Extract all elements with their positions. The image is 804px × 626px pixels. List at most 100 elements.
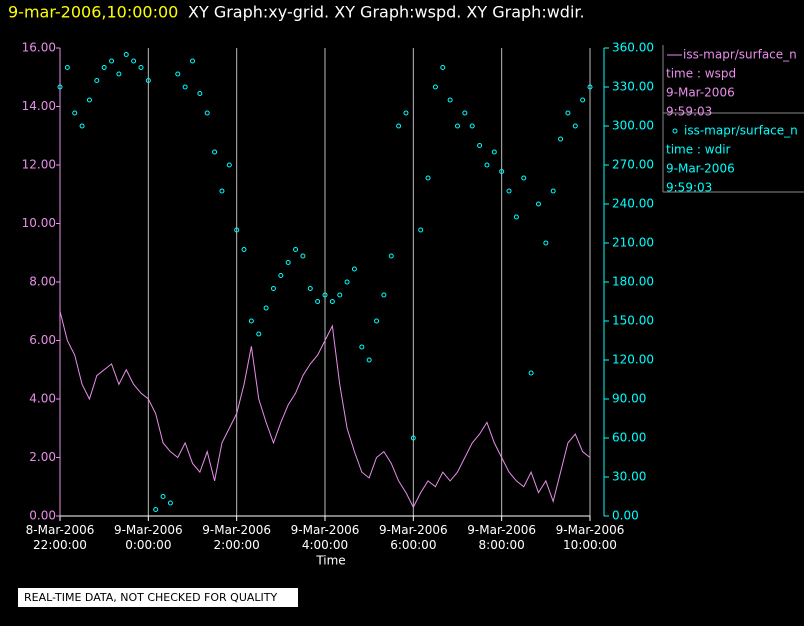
data-point: [248, 318, 254, 324]
data-point: [263, 305, 269, 311]
data-point: [72, 110, 78, 116]
data-point: [521, 175, 527, 181]
data-point: [256, 331, 262, 337]
y2-tick-label: 90.00: [612, 392, 646, 406]
data-point: [293, 247, 299, 252]
data-point: [359, 344, 365, 350]
y2-tick-label: 60.00: [612, 431, 646, 445]
data-point: [300, 253, 306, 259]
data-point: [506, 188, 512, 194]
data-point: [212, 149, 218, 155]
header-time: 9-mar-2006,10:00:00: [8, 3, 178, 22]
data-point: [381, 292, 387, 298]
x-tick-label: 9-Mar-2006 2:00:00: [202, 523, 272, 552]
y2-tick-label: 0.00: [612, 509, 639, 523]
data-point: [190, 58, 195, 64]
x-tick-label: 9-Mar-2006 6:00:00: [378, 523, 448, 552]
y2-tick-label: 360.00: [612, 41, 654, 55]
data-point: [123, 52, 129, 57]
data-point: [565, 110, 571, 116]
data-point: [558, 136, 564, 142]
data-point: [116, 71, 122, 77]
data-point: [440, 65, 446, 70]
y2-tick-label: 150.00: [612, 314, 654, 328]
data-point: [167, 500, 173, 506]
data-point: [226, 162, 232, 168]
data-line: [59, 311, 591, 509]
y-tick-label: 12.00: [22, 158, 56, 172]
data-point: [109, 58, 115, 64]
data-point: [57, 84, 63, 90]
data-point: [322, 292, 328, 298]
data-point: [138, 65, 144, 70]
legend-label: iss-mapr/surface_n: [683, 48, 797, 62]
x-tick-label: 9-Mar-2006 4:00:00: [290, 523, 360, 552]
data-point: [204, 110, 210, 116]
data-point: [528, 370, 534, 376]
legend-detail: 9:59:03: [666, 181, 712, 195]
data-point: [477, 143, 483, 148]
y2-tick-label: 180.00: [612, 275, 654, 289]
data-point: [337, 292, 343, 298]
data-point: [418, 227, 424, 233]
data-point: [455, 123, 460, 129]
y2-tick-label: 240.00: [612, 197, 654, 211]
data-point: [86, 97, 92, 103]
data-point: [587, 84, 593, 90]
y2-tick-label: 30.00: [612, 470, 646, 484]
y2-tick-label: 300.00: [612, 119, 654, 133]
x-tick-label: 8-Mar-2006 22:00:00: [25, 523, 95, 552]
legend-symbol: [672, 128, 678, 134]
y2-tick-label: 270.00: [612, 158, 654, 172]
y2-tick-label: 330.00: [612, 80, 654, 94]
data-point: [491, 149, 497, 155]
data-point: [447, 97, 453, 103]
data-point: [219, 188, 225, 194]
legend-label: iss-mapr/surface_n: [684, 124, 798, 138]
data-point: [580, 97, 586, 103]
y-tick-label: 8.00: [29, 275, 56, 289]
data-point: [374, 318, 380, 324]
data-point: [285, 260, 291, 265]
data-point: [351, 266, 357, 272]
data-point: [425, 175, 431, 181]
y2-tick-label: 120.00: [612, 353, 654, 367]
y-tick-label: 4.00: [29, 392, 56, 406]
data-point: [366, 357, 372, 363]
data-point: [572, 123, 578, 129]
y-tick-label: 2.00: [29, 450, 56, 464]
legend-detail: 9-Mar-2006: [666, 162, 735, 176]
y-tick-label: 6.00: [29, 333, 56, 347]
data-point: [145, 78, 151, 83]
y-tick-label: 14.00: [22, 99, 56, 113]
data-point: [469, 123, 475, 129]
data-point: [101, 65, 107, 70]
data-point: [410, 435, 416, 441]
data-point: [484, 162, 490, 168]
y2-tick-label: 210.00: [612, 236, 654, 250]
data-point: [153, 507, 159, 512]
legend-detail: time : wdir: [666, 143, 731, 157]
legend-detail: 9-Mar-2006: [666, 86, 735, 100]
data-point: [432, 84, 438, 90]
data-point: [307, 286, 313, 291]
data-point: [388, 253, 394, 259]
data-point: [234, 227, 240, 233]
data-point: [403, 110, 409, 116]
data-point: [513, 214, 519, 220]
legend-detail: 9:59:03: [666, 105, 712, 119]
y-tick-label: 0.00: [29, 509, 56, 523]
data-point: [462, 110, 468, 116]
data-point: [315, 299, 321, 304]
data-point: [550, 188, 556, 194]
data-point: [94, 78, 100, 83]
data-point: [64, 65, 70, 70]
data-point: [175, 71, 181, 77]
x-tick-label: 9-Mar-2006 8:00:00: [467, 523, 537, 552]
data-point: [396, 123, 402, 129]
data-point: [344, 279, 350, 285]
chart-title: XY Graph:xy-grid. XY Graph:wspd. XY Grap…: [188, 3, 585, 22]
data-point: [329, 299, 335, 304]
data-point: [197, 91, 203, 96]
